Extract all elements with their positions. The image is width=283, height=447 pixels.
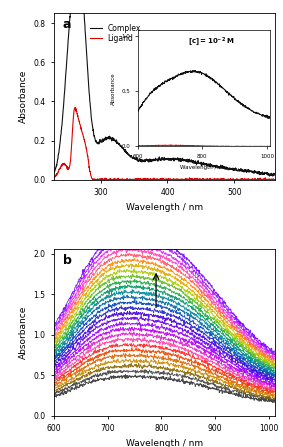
Ligand: [74, 105, 77, 110]
Ligand: [204, 177, 207, 182]
Ligand: [52, 175, 55, 180]
Complex: [52, 170, 55, 176]
Ligand: [91, 177, 94, 182]
Y-axis label: Absorbance: Absorbance: [19, 306, 28, 359]
Complex: [228, 166, 232, 172]
Complex: [271, 173, 275, 179]
Complex: [204, 162, 207, 167]
Complex: [224, 165, 228, 171]
X-axis label: Wavelength / nm: Wavelength / nm: [126, 439, 203, 447]
Ligand: [229, 177, 232, 182]
X-axis label: Wavelength / nm: Wavelength / nm: [126, 202, 203, 211]
Ligand: [150, 177, 153, 182]
Complex: [142, 157, 145, 163]
Complex: [149, 157, 153, 163]
Complex: [273, 172, 276, 177]
Y-axis label: Absorbance: Absorbance: [19, 70, 28, 123]
Ligand: [142, 177, 145, 182]
Line: Complex: Complex: [54, 0, 275, 176]
Line: Ligand: Ligand: [54, 108, 275, 180]
Text: b: b: [63, 254, 72, 267]
Text: a: a: [63, 18, 71, 31]
Ligand: [273, 177, 276, 182]
Ligand: [75, 109, 78, 114]
Legend: Complex, Ligand: Complex, Ligand: [87, 21, 144, 46]
Ligand: [225, 177, 228, 182]
